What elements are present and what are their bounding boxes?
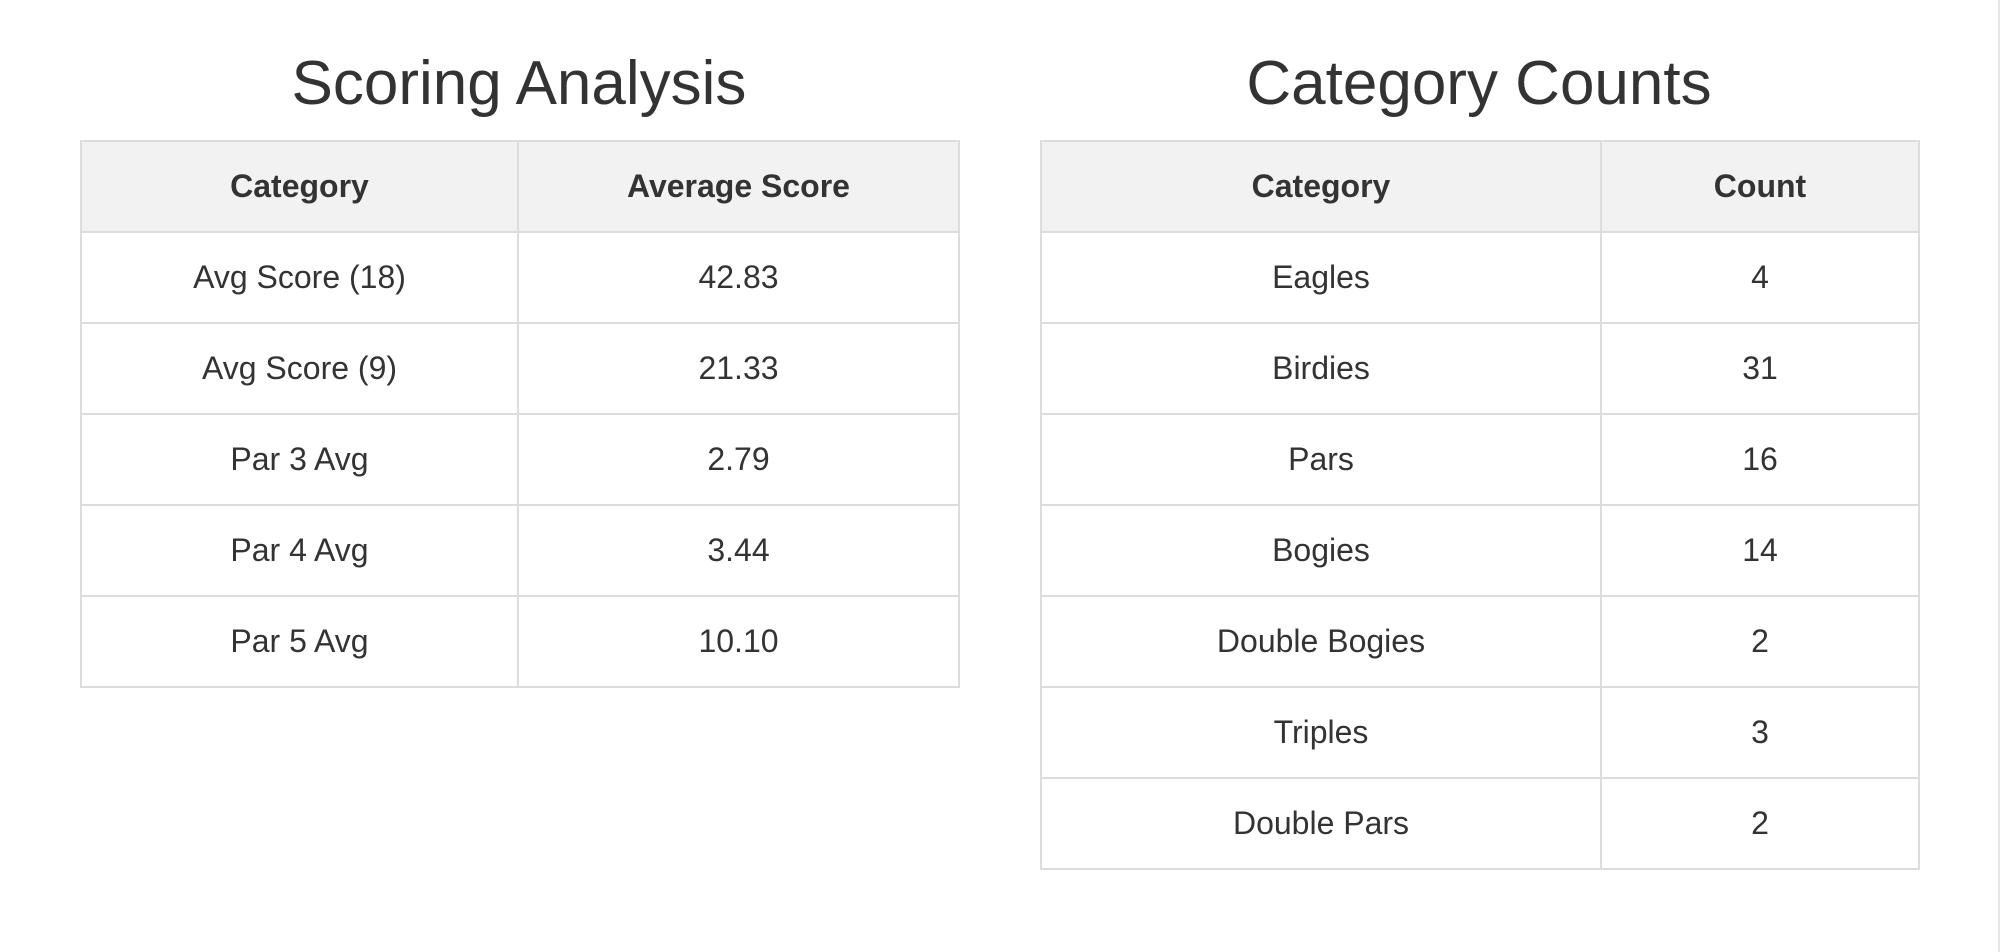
table-row: Pars 16	[1040, 413, 1920, 506]
category-cell: Par 4 Avg	[80, 504, 519, 597]
table-row: Par 3 Avg 2.79	[80, 413, 960, 506]
average-score-cell: 3.44	[517, 504, 960, 597]
table-row: Avg Score (9) 21.33	[80, 322, 960, 415]
category-counts-table: Category Count Eagles 4 Birdies 31 Pars …	[1040, 140, 1920, 870]
table-row: Par 5 Avg 10.10	[80, 595, 960, 688]
column-header-average-score: Average Score	[517, 140, 960, 233]
scoring-analysis-title: Scoring Analysis	[291, 49, 747, 118]
category-cell: Double Pars	[1040, 777, 1602, 870]
category-cell: Double Bogies	[1040, 595, 1602, 688]
count-cell: 31	[1600, 322, 1920, 415]
count-cell: 2	[1600, 595, 1920, 688]
count-cell: 4	[1600, 231, 1920, 324]
category-cell: Par 3 Avg	[80, 413, 519, 506]
table-row: Birdies 31	[1040, 322, 1920, 415]
table-row: Triples 3	[1040, 686, 1920, 779]
category-cell: Eagles	[1040, 231, 1602, 324]
category-cell: Par 5 Avg	[80, 595, 519, 688]
category-counts-panel: Category Counts Category Count Eagles 4 …	[1040, 0, 1920, 870]
count-cell: 16	[1600, 413, 1920, 506]
average-score-cell: 21.33	[517, 322, 960, 415]
table-row: Par 4 Avg 3.44	[80, 504, 960, 597]
table-header-row: Category Count	[1040, 140, 1920, 233]
average-score-cell: 42.83	[517, 231, 960, 324]
table-header-row: Category Average Score	[80, 140, 960, 233]
table-row: Double Pars 2	[1040, 777, 1920, 870]
average-score-cell: 2.79	[517, 413, 960, 506]
table-row: Eagles 4	[1040, 231, 1920, 324]
table-row: Double Bogies 2	[1040, 595, 1920, 688]
average-score-cell: 10.10	[517, 595, 960, 688]
column-header-count: Count	[1600, 140, 1920, 233]
category-cell: Avg Score (18)	[80, 231, 519, 324]
count-cell: 14	[1600, 504, 1920, 597]
category-cell: Pars	[1040, 413, 1602, 506]
count-cell: 3	[1600, 686, 1920, 779]
category-cell: Avg Score (9)	[80, 322, 519, 415]
category-cell: Bogies	[1040, 504, 1602, 597]
category-cell: Birdies	[1040, 322, 1602, 415]
scoring-analysis-table: Category Average Score Avg Score (18) 42…	[80, 140, 960, 688]
count-cell: 2	[1600, 777, 1920, 870]
category-cell: Triples	[1040, 686, 1602, 779]
column-header-category: Category	[1040, 140, 1602, 233]
category-counts-title: Category Counts	[1246, 49, 1712, 118]
table-row: Avg Score (18) 42.83	[80, 231, 960, 324]
window-edge-divider	[1998, 0, 2000, 952]
table-row: Bogies 14	[1040, 504, 1920, 597]
scoring-analysis-panel: Scoring Analysis Category Average Score …	[80, 0, 960, 688]
column-header-category: Category	[80, 140, 519, 233]
